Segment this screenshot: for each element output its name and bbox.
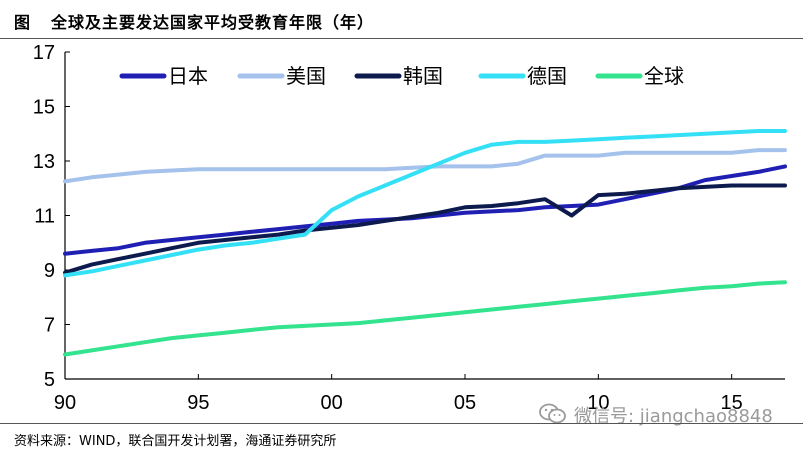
y-tick-label: 5 bbox=[44, 369, 55, 391]
legend-label-0: 日本 bbox=[168, 64, 208, 88]
x-tick-label: 95 bbox=[187, 392, 209, 414]
series-line-4 bbox=[63, 280, 787, 357]
chart-title: 图全球及主要发达国家平均受教育年限（年） bbox=[14, 9, 374, 33]
series-line-0 bbox=[63, 164, 787, 256]
source-note: 资料来源：WIND，联合国开发计划署，海通证券研究所 bbox=[14, 434, 337, 449]
y-tick-label: 15 bbox=[33, 97, 55, 119]
legend-label-3: 德国 bbox=[527, 64, 567, 88]
title-text: 全球及主要发达国家平均受教育年限（年） bbox=[51, 13, 375, 32]
y-tick-label: 7 bbox=[44, 315, 55, 337]
series-lines bbox=[63, 129, 787, 357]
y-tick-label: 9 bbox=[44, 260, 55, 282]
series-line-2 bbox=[63, 183, 787, 275]
wechat-icon bbox=[539, 403, 566, 424]
y-tick-label: 11 bbox=[34, 206, 55, 228]
legend-label-1: 美国 bbox=[286, 64, 326, 88]
x-tick-label: 05 bbox=[454, 392, 476, 414]
x-tick-label: 00 bbox=[321, 392, 343, 414]
legend-label-2: 韩国 bbox=[403, 64, 443, 88]
line-chart: 5 7 9 11 13 15 17 90 95 00 05 10 15 日本 美国 韩国 德国 全球 bbox=[33, 42, 787, 414]
watermark: 微信号: jiangchao8848 bbox=[538, 400, 788, 430]
title-bar: 图全球及主要发达国家平均受教育年限（年） bbox=[0, 0, 803, 40]
axes: 5 7 9 11 13 15 17 90 95 00 05 10 15 bbox=[33, 42, 785, 414]
top-rule bbox=[0, 38, 803, 39]
series-line-3 bbox=[63, 129, 787, 278]
figure-label: 图 bbox=[14, 13, 32, 32]
legend-label-4: 全球 bbox=[644, 64, 684, 88]
legend: 日本 美国 韩国 德国 全球 bbox=[119, 64, 684, 88]
y-tick-label: 17 bbox=[33, 42, 55, 64]
bottom-rule bbox=[0, 423, 803, 424]
y-tick-label: 13 bbox=[33, 151, 55, 173]
x-tick-label: 90 bbox=[54, 392, 76, 414]
x-tick-label: 15 bbox=[721, 392, 743, 414]
series-line-1 bbox=[63, 148, 787, 184]
x-tick-label: 10 bbox=[587, 392, 609, 414]
watermark-text: 微信号: jiangchao8848 bbox=[574, 406, 773, 427]
